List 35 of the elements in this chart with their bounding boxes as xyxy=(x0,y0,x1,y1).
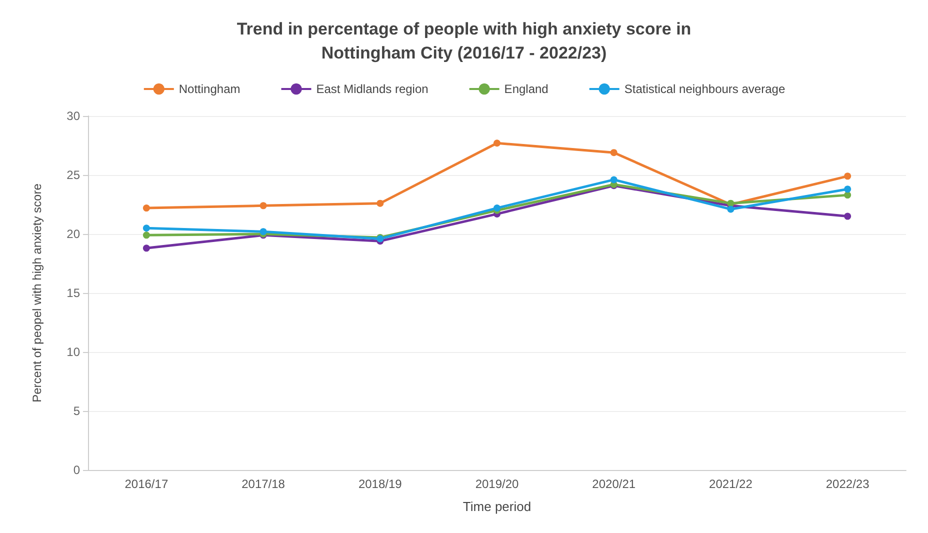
point xyxy=(142,204,150,212)
y-tick-label: 30 xyxy=(66,109,80,123)
x-tick-label: 2018/19 xyxy=(358,477,402,491)
legend-label: England xyxy=(504,82,548,96)
point xyxy=(494,140,500,147)
y-tick-label: 10 xyxy=(66,345,80,359)
y-tick-label: 20 xyxy=(66,227,80,241)
point xyxy=(844,212,852,220)
legend-label: East Midlands region xyxy=(316,82,428,96)
x-tick-label: 2022/23 xyxy=(826,477,870,491)
point xyxy=(142,244,150,252)
x-tick-label: 2021/22 xyxy=(709,477,753,491)
chart-title: Trend in percentage of people with high anxiety score in Nottingham City (2016/17 - 2022/23) xyxy=(236,20,692,62)
point xyxy=(142,232,150,239)
legend-label: Nottingham xyxy=(178,82,240,96)
y-axis-title: Percent of peopel with high anxiety score xyxy=(30,183,44,402)
point xyxy=(260,228,267,236)
y-tick-label: 5 xyxy=(73,404,80,418)
point xyxy=(844,172,852,180)
legend-label: Statistical neighbours average xyxy=(624,82,786,96)
x-tick-label: 2019/20 xyxy=(475,477,520,491)
point xyxy=(610,149,618,156)
y-tick-label: 0 xyxy=(73,463,80,477)
x-tick-label: 2017/18 xyxy=(242,477,286,491)
y-tick-label: 25 xyxy=(66,168,80,182)
x-tick-label: 2016/17 xyxy=(124,477,168,491)
x-tick-label: 2020/21 xyxy=(592,477,636,491)
point xyxy=(376,200,384,207)
y-tick-label: 15 xyxy=(66,286,80,300)
x-axis-title: Time period xyxy=(462,499,532,514)
point xyxy=(610,176,618,184)
point xyxy=(142,224,150,232)
point xyxy=(844,186,852,193)
point xyxy=(844,192,852,199)
point xyxy=(260,202,267,210)
